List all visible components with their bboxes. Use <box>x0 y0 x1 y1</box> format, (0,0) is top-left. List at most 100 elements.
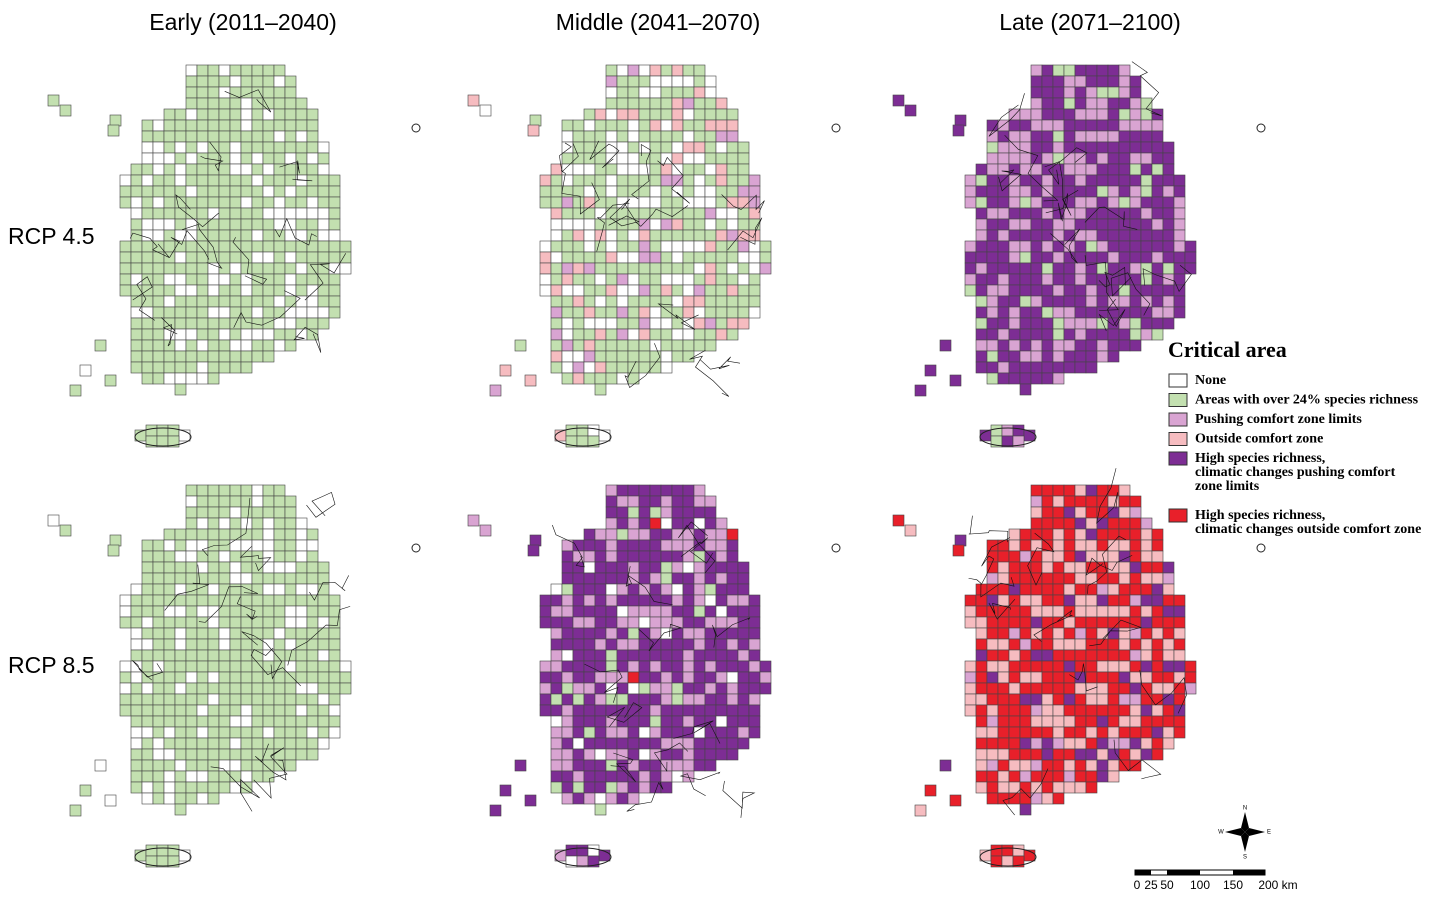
map-cell <box>628 540 639 551</box>
map-cell <box>1042 318 1053 329</box>
map-cell <box>998 142 1009 153</box>
island-outline <box>832 544 840 552</box>
map-cell <box>606 518 617 529</box>
map-cell <box>241 760 252 771</box>
map-cell <box>296 716 307 727</box>
map-cell <box>1152 296 1163 307</box>
map-cell <box>131 749 142 760</box>
map-cell <box>1130 296 1141 307</box>
map-cell <box>142 628 153 639</box>
map-cell <box>573 694 584 705</box>
map-cell <box>197 65 208 76</box>
map-cell <box>694 672 705 683</box>
map-cell <box>1152 153 1163 164</box>
map-cell <box>628 230 639 241</box>
map-cell <box>1009 529 1020 540</box>
map-cell <box>1064 329 1075 340</box>
map-cell <box>650 694 661 705</box>
map-cell <box>285 252 296 263</box>
map-cell <box>955 115 966 126</box>
map-cell <box>595 562 606 573</box>
map-cell <box>738 595 749 606</box>
map-cell <box>1075 727 1086 738</box>
map-cell <box>540 661 551 672</box>
map-cell <box>650 485 661 496</box>
map-cell <box>1064 496 1075 507</box>
map-cell <box>694 120 705 131</box>
map-cell <box>1009 142 1020 153</box>
map-cell <box>241 683 252 694</box>
map-cell <box>285 760 296 771</box>
map-cell <box>1042 672 1053 683</box>
map-cell <box>186 285 197 296</box>
map-cell <box>197 87 208 98</box>
map-cell <box>987 296 998 307</box>
map-cell <box>285 76 296 87</box>
map-cell <box>562 142 573 153</box>
map-cell <box>606 120 617 131</box>
map-cell <box>1119 76 1130 87</box>
map-cell <box>628 296 639 307</box>
map-cell <box>716 551 727 562</box>
map-cell <box>617 340 628 351</box>
map-cell <box>153 606 164 617</box>
map-cell <box>1031 373 1042 384</box>
map-cell <box>976 606 987 617</box>
map-cell <box>584 131 595 142</box>
map-cell <box>230 672 241 683</box>
map-cell <box>1075 263 1086 274</box>
map-cell <box>307 540 318 551</box>
map-cell <box>1009 749 1020 760</box>
map-cell <box>252 109 263 120</box>
map-cell <box>1108 164 1119 175</box>
map-cell <box>241 727 252 738</box>
map-cell <box>197 274 208 285</box>
map-cell <box>274 496 285 507</box>
map-cell <box>186 307 197 318</box>
map-cell <box>157 845 168 856</box>
map-cell <box>208 518 219 529</box>
map-cell <box>1064 529 1075 540</box>
map-cell <box>705 617 716 628</box>
map-cell <box>727 164 738 175</box>
map-cell <box>153 639 164 650</box>
map-cell <box>1141 628 1152 639</box>
map-cell <box>241 650 252 661</box>
map-cell <box>727 186 738 197</box>
map-cell <box>562 373 573 384</box>
map-cell <box>285 87 296 98</box>
map-cell <box>296 274 307 285</box>
map-cell <box>186 362 197 373</box>
map-cell <box>1031 98 1042 109</box>
map-cell <box>727 727 738 738</box>
map-cell <box>606 186 617 197</box>
map-cell <box>976 263 987 274</box>
map-cell <box>105 795 116 806</box>
map-cell <box>987 285 998 296</box>
map-cell <box>672 716 683 727</box>
map-cell <box>998 771 1009 782</box>
map-cell <box>142 573 153 584</box>
map-cell <box>1174 186 1185 197</box>
map-cell <box>241 230 252 241</box>
map-cell <box>1130 76 1141 87</box>
map-cell <box>716 274 727 285</box>
map-cell <box>186 573 197 584</box>
map-cell <box>987 650 998 661</box>
map-cell <box>976 782 987 793</box>
map-cell <box>639 318 650 329</box>
map-cell <box>340 683 351 694</box>
map-cell <box>263 760 274 771</box>
map-cell <box>1075 628 1086 639</box>
map-cell <box>1020 694 1031 705</box>
map-cell <box>639 109 650 120</box>
map-cell <box>998 263 1009 274</box>
map-cell <box>142 329 153 340</box>
map-cell <box>1108 738 1119 749</box>
map-cell <box>617 639 628 650</box>
map-cell <box>650 296 661 307</box>
map-cell <box>1086 760 1097 771</box>
map-cell <box>1020 384 1031 395</box>
map-cell <box>683 694 694 705</box>
map-cell <box>1163 296 1174 307</box>
